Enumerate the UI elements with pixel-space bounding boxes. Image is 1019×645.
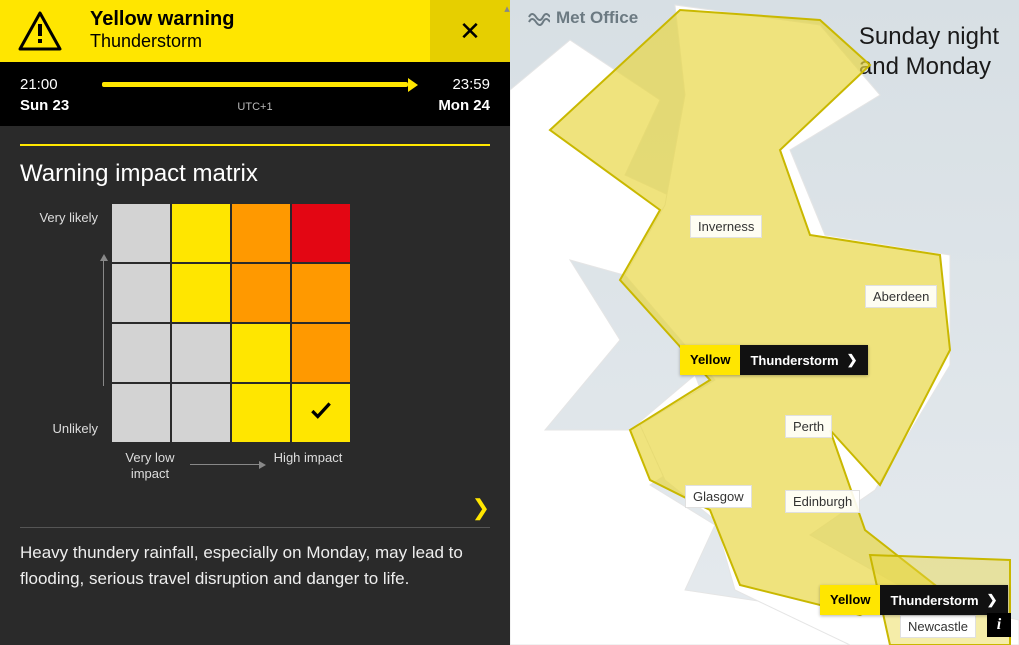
accent-divider <box>20 144 490 146</box>
matrix-cell <box>232 324 290 382</box>
matrix-cell <box>292 324 350 382</box>
warning-title: Yellow warning <box>90 8 420 31</box>
check-icon <box>308 397 334 430</box>
matrix-cell <box>112 204 170 262</box>
pill-type: Thunderstorm ❯ <box>880 585 1007 615</box>
impact-matrix: Very likely Unlikely Very low impact Hig… <box>20 202 490 483</box>
map-info-button[interactable]: i <box>987 613 1011 637</box>
map-warning-pill[interactable]: YellowThunderstorm ❯ <box>820 585 1008 615</box>
matrix-cell <box>172 204 230 262</box>
expand-chevron-icon[interactable]: ❯ <box>472 495 490 520</box>
timeline-end-day: Mon 24 <box>420 97 490 114</box>
city-label-glasgow[interactable]: Glasgow <box>685 485 752 508</box>
map-warning-pill[interactable]: YellowThunderstorm ❯ <box>680 345 868 375</box>
timeline-bar: 21:00 23:59 Sun 23 UTC+1 Mon 24 <box>0 62 510 126</box>
matrix-cell <box>112 324 170 382</box>
matrix-x-left-label: Very low impact <box>110 450 190 483</box>
matrix-x-arrow-icon <box>190 464 260 465</box>
matrix-y-top-label: Very likely <box>20 210 98 225</box>
close-icon: ✕ <box>459 16 481 47</box>
matrix-cell <box>172 324 230 382</box>
matrix-cell <box>292 204 350 262</box>
info-icon: i <box>997 616 1001 634</box>
warning-header: Yellow warning Thunderstorm ✕ <box>0 0 510 62</box>
warning-triangle-icon <box>0 0 80 62</box>
matrix-grid <box>110 202 352 444</box>
matrix-cell <box>232 204 290 262</box>
city-label-edinburgh[interactable]: Edinburgh <box>785 490 860 513</box>
matrix-y-bottom-label: Unlikely <box>20 421 98 436</box>
matrix-cell <box>112 264 170 322</box>
matrix-cell <box>172 384 230 442</box>
city-label-newcastle[interactable]: Newcastle <box>900 615 976 638</box>
matrix-cell <box>112 384 170 442</box>
timeline-start-day: Sun 23 <box>20 97 90 114</box>
pill-level: Yellow <box>680 345 740 375</box>
matrix-x-right-label: High impact <box>268 450 348 483</box>
matrix-cell <box>292 264 350 322</box>
pill-level: Yellow <box>820 585 880 615</box>
close-button[interactable]: ✕ <box>430 0 510 62</box>
timeline-end: 23:59 <box>420 76 490 93</box>
warning-title-box: Yellow warning Thunderstorm <box>80 0 430 62</box>
city-label-inverness[interactable]: Inverness <box>690 215 762 238</box>
warning-description: Heavy thundery rainfall, especially on M… <box>20 540 490 593</box>
warning-subtitle: Thunderstorm <box>90 31 420 52</box>
chevron-right-icon: ❯ <box>987 592 998 608</box>
matrix-y-arrow-icon <box>103 260 104 386</box>
matrix-cell <box>232 264 290 322</box>
city-label-aberdeen[interactable]: Aberdeen <box>865 285 937 308</box>
pill-type: Thunderstorm ❯ <box>740 345 867 375</box>
matrix-cell <box>232 384 290 442</box>
timeline-end-time: 23:59 <box>420 76 490 93</box>
chevron-right-icon: ❯ <box>847 352 858 368</box>
map-svg <box>510 0 1019 645</box>
warning-details-panel: ▴ Yellow warning Thunderstorm ✕ 21:00 <box>0 0 510 645</box>
map-panel[interactable]: Met Office Sunday night and Monday Inver… <box>510 0 1019 645</box>
matrix-title: Warning impact matrix <box>20 160 490 188</box>
timeline-track <box>90 82 420 87</box>
matrix-cell <box>292 384 350 442</box>
thin-divider <box>20 527 490 528</box>
timeline-start-time: 21:00 <box>20 76 90 93</box>
timeline-tz: UTC+1 <box>102 101 408 113</box>
timeline-start: 21:00 <box>20 76 90 93</box>
city-label-perth[interactable]: Perth <box>785 415 832 438</box>
matrix-cell <box>172 264 230 322</box>
